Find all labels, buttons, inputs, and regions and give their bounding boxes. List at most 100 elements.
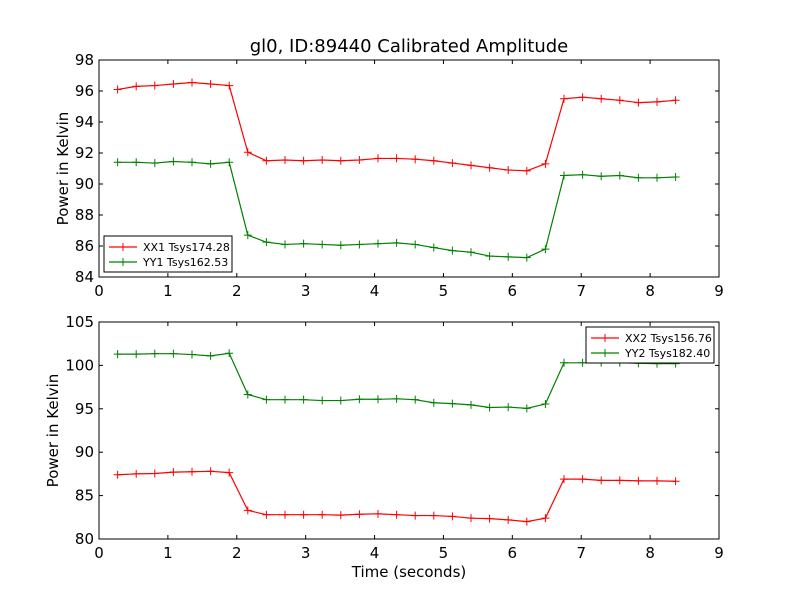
data-point — [318, 240, 327, 249]
data-point — [504, 166, 513, 175]
data-point — [169, 157, 178, 166]
data-point — [206, 159, 215, 168]
data-point — [132, 158, 141, 167]
data-point — [653, 173, 661, 182]
x-tick-label: 2 — [232, 282, 242, 300]
data-point — [467, 161, 475, 170]
top-chart: 0 1 2 3 4 5 6 7 8 9 84 86 88 90 92 94 96 98 gl0, ID:89440 … — [54, 36, 724, 300]
y-tick-label: 94 — [75, 113, 94, 131]
data-point — [392, 238, 401, 247]
y-tick-label: 100 — [65, 356, 94, 374]
data-point — [374, 509, 382, 518]
data-point — [225, 468, 234, 477]
x-tick-label: 4 — [370, 544, 380, 562]
y-tick-label: 90 — [75, 175, 94, 193]
data-point — [318, 155, 327, 164]
data-point — [392, 154, 401, 163]
data-point — [448, 399, 457, 408]
legend-swatch-marker — [119, 243, 127, 251]
data-point — [485, 403, 494, 412]
x-tick-label: 8 — [645, 544, 655, 562]
data-point — [504, 515, 513, 524]
y-tick-label: 85 — [75, 487, 94, 505]
data-point — [653, 476, 661, 485]
data-point — [541, 245, 550, 254]
data-point — [150, 349, 159, 358]
y-tick-label: 90 — [75, 443, 94, 461]
x-tick-label: 3 — [301, 544, 311, 562]
data-point — [485, 163, 494, 172]
y-tick-label: 92 — [75, 144, 94, 162]
data-point — [429, 156, 438, 165]
data-point — [578, 170, 587, 179]
data-point — [169, 349, 178, 358]
data-point — [318, 510, 327, 519]
y-tick-label: 88 — [75, 206, 94, 224]
data-point — [597, 476, 606, 485]
data-point — [411, 395, 420, 404]
data-point — [597, 172, 606, 181]
data-point — [429, 243, 438, 252]
data-point — [188, 78, 196, 87]
data-point — [132, 82, 141, 91]
legend-swatch-marker — [601, 334, 609, 342]
data-point — [560, 171, 568, 180]
data-point — [113, 158, 122, 167]
x-tick-label: 2 — [232, 544, 242, 562]
data-point — [262, 510, 271, 519]
x-tick-label: 7 — [576, 544, 586, 562]
data-point — [597, 94, 606, 103]
x-tick-label: 7 — [576, 282, 586, 300]
y-axis-label: Power in Kelvin — [54, 112, 72, 226]
data-point — [243, 390, 252, 399]
data-point — [318, 396, 327, 405]
data-point — [150, 469, 159, 478]
data-point — [206, 351, 215, 360]
data-point — [615, 96, 624, 105]
data-point — [188, 158, 196, 167]
data-point — [392, 510, 401, 519]
data-point — [429, 398, 438, 407]
data-point — [374, 395, 382, 404]
x-tick-label: 1 — [163, 282, 173, 300]
y-tick-label: 95 — [75, 400, 94, 418]
data-point — [225, 349, 234, 358]
data-point — [206, 80, 215, 89]
legend-swatch-marker — [601, 349, 609, 357]
x-tick-label: 9 — [714, 544, 724, 562]
plot-frame — [98, 59, 720, 278]
data-point — [113, 470, 122, 479]
legend-label: YY1 Tsys162.53 — [142, 256, 228, 269]
data-point — [336, 396, 345, 405]
data-point — [448, 159, 457, 168]
data-point — [615, 476, 624, 485]
legend-box — [585, 326, 715, 364]
data-point — [336, 241, 345, 250]
legend-label: YY2 Tsys182.40 — [624, 347, 710, 360]
y-tick-label: 98 — [75, 51, 94, 69]
x-tick-label: 3 — [301, 282, 311, 300]
y-tick-label: 84 — [75, 268, 94, 286]
data-point — [467, 514, 475, 523]
data-point — [113, 85, 122, 94]
data-point — [281, 510, 289, 519]
x-tick-label: 8 — [645, 282, 655, 300]
data-point — [355, 240, 364, 249]
data-point — [355, 510, 364, 519]
data-point — [560, 358, 568, 367]
data-point — [448, 246, 457, 255]
data-point — [615, 171, 624, 180]
data-point — [262, 238, 271, 247]
data-point — [411, 511, 420, 520]
bottom-chart: 0 1 2 3 4 5 6 7 8 9 80 85 90 95 100 105 Power in Kelvin T… — [44, 313, 724, 581]
x-tick-label: 6 — [508, 544, 518, 562]
data-point — [169, 80, 178, 89]
data-point — [188, 350, 196, 359]
data-point — [522, 517, 531, 526]
y-tick-label: 105 — [65, 313, 94, 331]
chart-title: gl0, ID:89440 Calibrated Amplitude — [250, 36, 569, 57]
y-tick-label: 86 — [75, 237, 94, 255]
data-point — [132, 350, 141, 359]
